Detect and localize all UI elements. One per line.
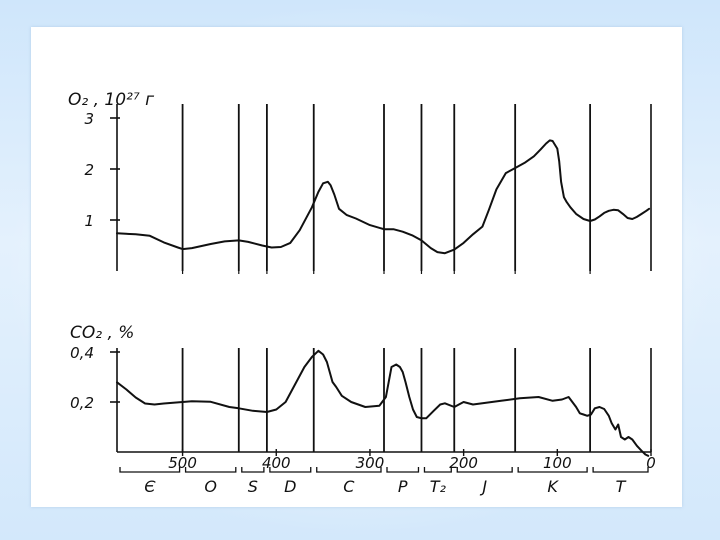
o2-curve	[116, 139, 651, 255]
y-tick-label: 1	[84, 212, 94, 230]
period-label: Є	[144, 477, 156, 496]
period-labels: Є O S D C P T₂ J K T	[119, 467, 649, 496]
co2-axis-label: CO₂ , %	[70, 323, 134, 343]
o2-panel: O₂ , 10²⁷ г 3 2 1	[68, 90, 652, 274]
period-label: T₂	[430, 477, 447, 496]
y-tick-label: 0,2	[70, 394, 94, 412]
period-bracket: O	[184, 467, 237, 496]
period-bracket: T₂	[423, 467, 452, 496]
time-tick-label: 500	[168, 454, 197, 472]
co2-period-boundaries	[181, 348, 592, 452]
period-bracket-line	[241, 467, 265, 473]
time-tick-label: 0	[646, 454, 656, 472]
period-label: P	[398, 477, 408, 496]
period-label: D	[284, 477, 296, 496]
period-bracket-line	[386, 467, 420, 473]
period-label: T	[616, 477, 627, 496]
period-label: S	[248, 477, 258, 496]
period-bracket: C	[316, 467, 382, 496]
period-bracket-line	[517, 467, 588, 473]
period-bracket: P	[386, 467, 420, 496]
figure-sheet	[31, 27, 682, 507]
o2-period-boundaries	[181, 104, 592, 274]
o2-axis-label: O₂ , 10²⁷ г	[68, 90, 154, 110]
period-bracket: J	[456, 467, 513, 496]
period-label: J	[479, 477, 487, 496]
period-bracket-line	[184, 467, 237, 473]
time-tick-label: 400	[262, 454, 291, 472]
period-bracket-line	[316, 467, 382, 473]
period-bracket-line	[456, 467, 513, 473]
time-tick-label: 100	[543, 454, 572, 472]
time-tick-label: 200	[449, 454, 478, 472]
co2-panel: CO₂ , % 0,4 0,2	[70, 323, 652, 457]
period-label: O	[204, 477, 217, 496]
period-bracket: K	[517, 467, 588, 496]
time-tick-label: 300	[356, 454, 385, 472]
y-tick-label: 0,4	[70, 344, 94, 362]
co2-curve	[116, 349, 650, 457]
y-tick-label: 3	[84, 110, 94, 128]
period-bracket: D	[269, 467, 312, 496]
time-axis: 500 400 300 200 100 0	[117, 449, 656, 472]
period-bracket-line	[423, 467, 452, 473]
period-bracket-line	[269, 467, 312, 473]
period-label: C	[343, 477, 355, 496]
co2-y-ticks: 0,4 0,2	[70, 344, 652, 452]
y-tick-label: 2	[84, 161, 94, 179]
period-bracket-line	[119, 467, 181, 473]
period-bracket: S	[241, 467, 265, 496]
o2-y-ticks: 3 2 1	[84, 104, 652, 271]
period-bracket-line	[592, 467, 649, 473]
period-bracket: T	[592, 467, 649, 496]
period-bracket: Є	[119, 467, 181, 496]
period-label: K	[547, 477, 559, 496]
